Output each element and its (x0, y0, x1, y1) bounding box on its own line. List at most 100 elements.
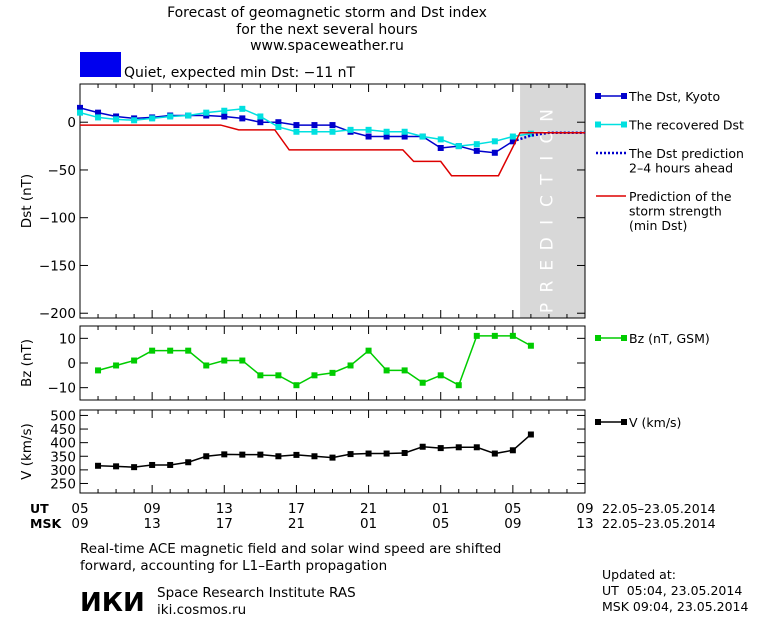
series-line (98, 433, 532, 468)
data-point (527, 342, 534, 349)
data-point (167, 461, 174, 468)
data-point (491, 332, 498, 339)
series-line (80, 124, 585, 177)
y-tick-label: −100 (39, 211, 76, 227)
data-point (239, 115, 246, 122)
data-point (311, 453, 318, 460)
legend-label: The Dst, Kyoto (628, 89, 720, 104)
data-point (509, 332, 516, 339)
ut-axis-label: UT (30, 501, 49, 516)
series-line (79, 108, 532, 147)
data-point (113, 362, 120, 369)
institute-name: Space Research Institute RAS (157, 585, 356, 601)
legend-label: The Dst prediction (628, 146, 744, 161)
data-point (239, 357, 246, 364)
ut-tick-label: 01 (432, 501, 449, 517)
data-point (185, 347, 192, 354)
data-point (275, 123, 282, 130)
data-point (185, 459, 192, 466)
msk-tick-label: 13 (144, 516, 161, 532)
data-point (419, 443, 426, 450)
legend-marker (621, 335, 627, 341)
dst-legend: The Dst, Kyoto The recovered Dst The Dst p… (595, 89, 744, 233)
data-point (131, 357, 138, 364)
y-axis-label: Bz (nT) (19, 339, 35, 387)
y-tick-label: −50 (48, 163, 77, 179)
data-point (455, 143, 462, 150)
data-point (221, 113, 228, 120)
msk-tick-label: 09 (504, 516, 521, 532)
legend-label: (min Dst) (629, 218, 687, 233)
data-point (149, 115, 156, 122)
legend-label: Bz (nT, GSM) (629, 331, 710, 346)
data-point (329, 128, 336, 135)
data-point (113, 116, 120, 123)
data-point (257, 119, 264, 126)
data-point (275, 453, 282, 460)
y-tick-label: 300 (50, 463, 76, 479)
data-point (95, 367, 102, 374)
ace-note-line2: forward, accounting for L1–Earth propaga… (80, 558, 387, 574)
data-point (365, 126, 372, 133)
data-point (365, 450, 372, 457)
data-point (365, 347, 372, 354)
bz-legend: Bz (nT, GSM) (595, 331, 710, 346)
ut-tick-label: 17 (288, 501, 305, 517)
data-point (383, 128, 390, 135)
data-point (131, 117, 138, 124)
y-axis-label: V (km/s) (19, 423, 35, 480)
y-tick-label: 350 (50, 449, 76, 465)
legend-marker (595, 419, 601, 425)
prediction-label-letter: C (538, 195, 558, 207)
data-point (491, 450, 498, 457)
ut-tick-label: 21 (360, 501, 377, 517)
data-point (383, 133, 390, 140)
y-tick-label: 500 (50, 408, 76, 424)
data-point (509, 133, 516, 140)
speed-legend: V (km/s) (595, 415, 681, 430)
legend-label: The recovered Dst (628, 118, 744, 133)
data-point (527, 130, 534, 137)
ut-tick-label: 09 (144, 501, 161, 517)
y-axis-label: Dst (nT) (19, 174, 35, 228)
ut-tick-label: 05 (504, 501, 521, 517)
y-tick-label: 450 (50, 422, 76, 438)
data-point (401, 449, 408, 456)
data-point (275, 119, 282, 126)
updated-label: Updated at: (602, 567, 676, 582)
data-point (437, 445, 444, 452)
legend-marker (595, 335, 601, 341)
website-label: www.spaceweather.ru (250, 38, 404, 54)
data-point (383, 450, 390, 457)
ut-tick-label: 13 (216, 501, 233, 517)
data-point (167, 347, 174, 354)
ut-tick-label: 09 (576, 501, 593, 517)
data-point (167, 113, 174, 120)
data-point (383, 367, 390, 374)
data-point (293, 128, 300, 135)
prediction-label-letter: I (538, 156, 558, 161)
data-point (437, 372, 444, 379)
data-point (455, 382, 462, 389)
ace-note-line1: Real-time ACE magnetic field and solar w… (80, 541, 501, 557)
prediction-label-letter: R (538, 281, 558, 293)
data-point (257, 372, 264, 379)
msk-tick-label: 05 (432, 516, 449, 532)
data-point (347, 362, 354, 369)
y-tick-label: 10 (59, 331, 76, 347)
ut-date-range: 22.05–23.05.2014 (602, 501, 716, 516)
data-point (329, 369, 336, 376)
msk-tick-label: 13 (576, 516, 593, 532)
y-tick-label: 400 (50, 436, 76, 452)
data-point (221, 451, 228, 458)
data-point (221, 357, 228, 364)
msk-axis-label: MSK (30, 516, 62, 531)
data-point (473, 147, 480, 154)
data-point (293, 122, 300, 129)
legend-marker (621, 93, 627, 99)
data-point (293, 382, 300, 389)
ut-tick-label: 05 (71, 501, 88, 517)
status-color-swatch (80, 52, 121, 77)
